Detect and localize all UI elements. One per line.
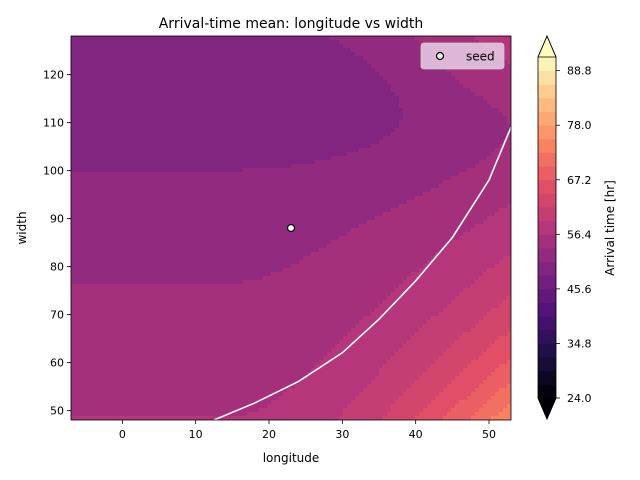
x-tick-label: 10 bbox=[189, 428, 203, 441]
colorbar-band bbox=[538, 207, 556, 222]
chart-title: Arrival-time mean: longitude vs width bbox=[159, 16, 424, 32]
colorbar-band bbox=[538, 247, 556, 262]
colorbar-label: Arrival time [hr] bbox=[603, 180, 617, 276]
colorbar-band bbox=[538, 97, 556, 112]
colorbar-band bbox=[538, 302, 556, 317]
plot-frame bbox=[70, 35, 512, 421]
y-tick-label: 120 bbox=[43, 68, 64, 81]
colorbar-tick-label: 56.4 bbox=[567, 228, 592, 241]
x-tick-label: 0 bbox=[119, 428, 126, 441]
colorbar-tick-label: 34.8 bbox=[567, 337, 592, 350]
x-tick-label: 30 bbox=[335, 428, 349, 441]
colorbar-band bbox=[538, 166, 556, 181]
contour-line bbox=[213, 126, 511, 420]
colorbar-band bbox=[538, 70, 556, 85]
contour-plot bbox=[71, 36, 511, 420]
colorbar-tick-label: 67.2 bbox=[567, 174, 592, 187]
legend-seed-marker bbox=[435, 51, 445, 61]
legend-seed-label: seed bbox=[466, 50, 495, 64]
colorbar-band bbox=[538, 57, 556, 72]
colorbar-band bbox=[538, 384, 556, 399]
colorbar-tick-label: 88.8 bbox=[567, 65, 592, 78]
y-axis: 50 60 70 80 90 100 110 120 bbox=[43, 68, 71, 417]
colorbar-band bbox=[538, 329, 556, 344]
colorbar-band bbox=[538, 125, 556, 140]
y-tick-label: 70 bbox=[50, 308, 64, 321]
y-tick-label: 90 bbox=[50, 212, 64, 225]
legend: seed bbox=[420, 42, 505, 70]
colorbar-band bbox=[538, 316, 556, 331]
colorbar-band bbox=[538, 275, 556, 290]
y-tick-label: 60 bbox=[50, 356, 64, 369]
colorbar: 24.0 34.8 45.6 56.4 67.2 78.0 88.8 bbox=[537, 34, 592, 421]
x-axis: 0 10 20 30 40 50 bbox=[119, 420, 496, 441]
colorbar-band bbox=[538, 179, 556, 194]
colorbar-tick-label: 45.6 bbox=[567, 283, 592, 296]
y-axis-label: width bbox=[15, 211, 29, 244]
y-tick-label: 110 bbox=[43, 116, 64, 129]
colorbar-tick-label: 24.0 bbox=[567, 392, 592, 405]
colorbar-band bbox=[538, 234, 556, 249]
y-tick-label: 50 bbox=[50, 404, 64, 417]
colorbar-band bbox=[538, 152, 556, 167]
colorbar-band bbox=[538, 357, 556, 372]
x-tick-label: 40 bbox=[409, 428, 423, 441]
seed-point bbox=[286, 223, 296, 233]
legend-box bbox=[420, 42, 505, 70]
colorbar-band bbox=[538, 288, 556, 303]
x-tick-label: 20 bbox=[262, 428, 276, 441]
colorbar-tick-label: 78.0 bbox=[567, 119, 592, 132]
colorbar-band bbox=[538, 138, 556, 153]
colorbar-band bbox=[538, 111, 556, 126]
colorbar-band bbox=[538, 261, 556, 276]
x-tick-label: 50 bbox=[482, 428, 496, 441]
y-tick-label: 100 bbox=[43, 164, 64, 177]
colorbar-band bbox=[538, 193, 556, 208]
y-tick-label: 80 bbox=[50, 260, 64, 273]
colorbar-band bbox=[538, 84, 556, 99]
colorbar-band bbox=[538, 370, 556, 385]
colorbar-extend-min bbox=[537, 397, 557, 421]
x-axis-label: longitude bbox=[263, 451, 320, 465]
colorbar-band bbox=[538, 343, 556, 358]
colorbar-band bbox=[538, 220, 556, 235]
colorbar-extend-max bbox=[537, 34, 557, 58]
